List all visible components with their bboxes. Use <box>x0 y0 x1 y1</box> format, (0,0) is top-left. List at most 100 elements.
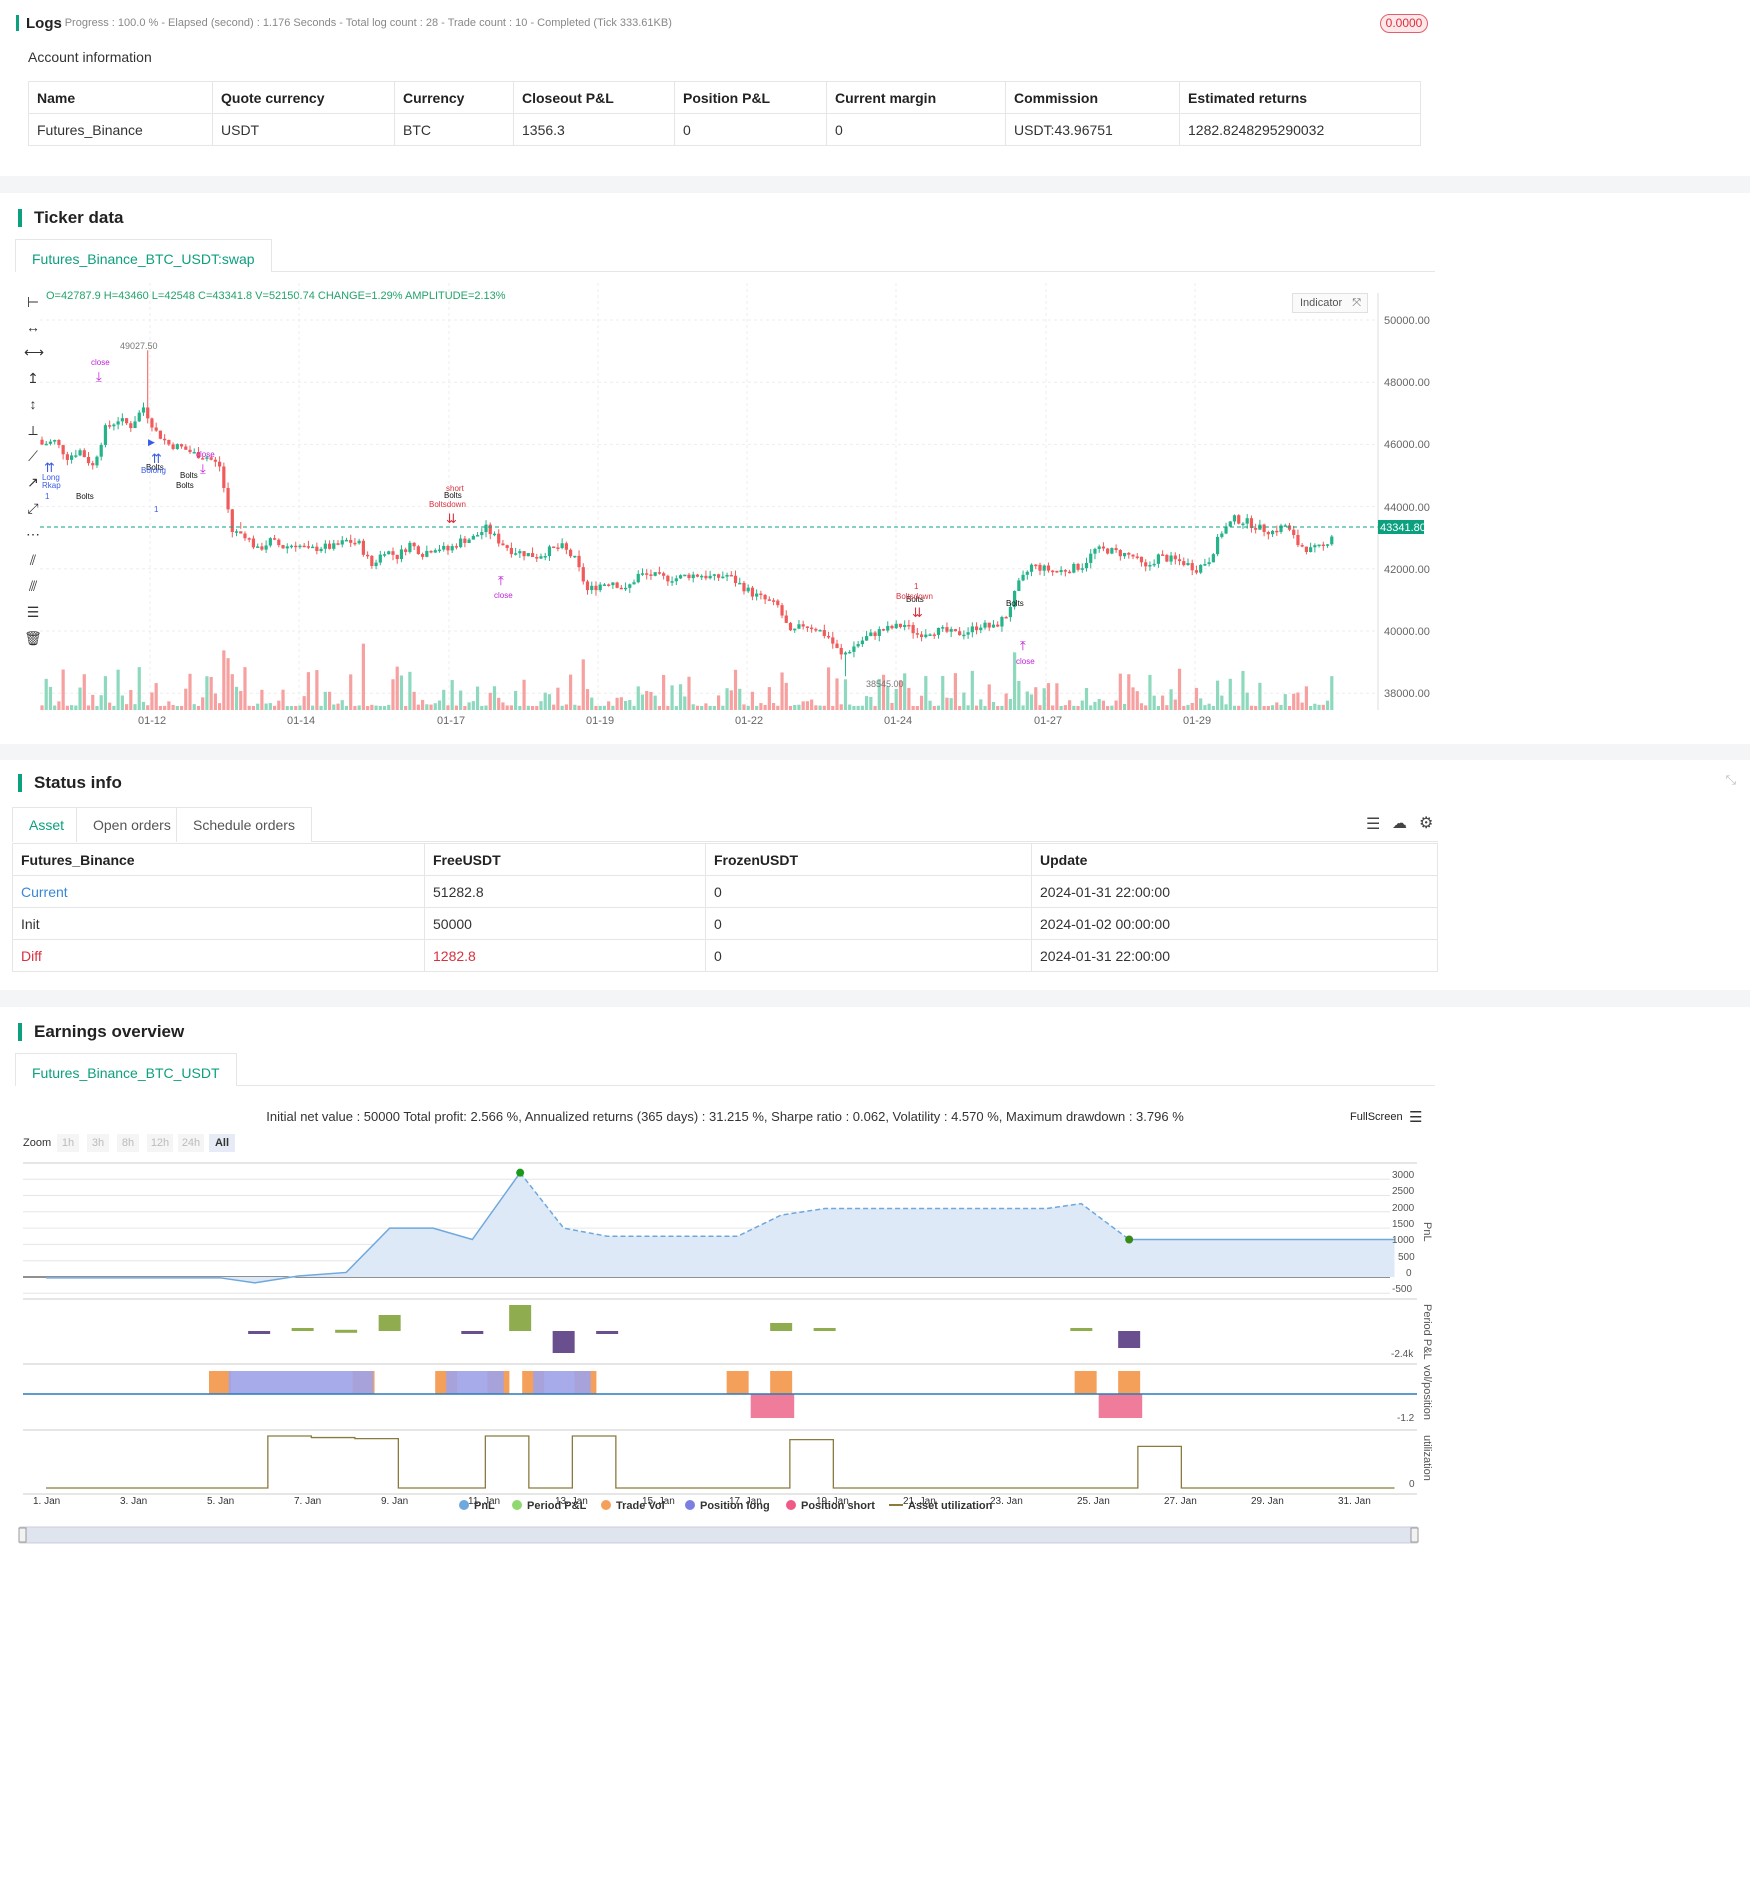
candle-body <box>1245 518 1249 524</box>
indicator-button[interactable]: Indicator ⤧ <box>1292 293 1368 313</box>
pnl-line <box>46 1172 521 1284</box>
segment-icon[interactable]: ⤢ <box>27 500 39 516</box>
candle-body <box>1317 544 1321 547</box>
price-line-icon[interactable]: ⋯ <box>26 526 40 542</box>
volume-bar <box>966 705 970 710</box>
volume-bar <box>687 676 691 710</box>
zoom-1h-button[interactable]: 1h <box>57 1134 79 1152</box>
candle-body <box>776 600 780 606</box>
volume-bar <box>416 704 420 710</box>
candle-body <box>738 582 742 585</box>
trend-line-icon[interactable]: ⟋ <box>28 448 38 464</box>
collapse-icon[interactable]: ⤡ <box>1725 772 1736 787</box>
horizontal-ray-icon[interactable]: ⊢ <box>26 294 40 310</box>
ray-line-icon[interactable]: ↗ <box>27 474 39 490</box>
candle-body <box>1089 553 1093 563</box>
tab-ticker-symbol[interactable]: Futures_Binance_BTC_USDT:swap <box>15 239 272 272</box>
candle-body <box>1097 546 1101 549</box>
arrow-up-icon: ⤒ <box>498 573 504 588</box>
chart-grid <box>23 1162 1417 1495</box>
legend-item[interactable]: Trade Vol <box>616 1500 665 1512</box>
volume-bar <box>285 705 289 710</box>
col-header: FrozenUSDT <box>705 843 1032 876</box>
candle-body <box>1262 524 1266 532</box>
volume-bar <box>535 705 539 710</box>
pnl-badge: 0.0000 <box>1380 14 1428 33</box>
volume-bar <box>218 703 222 710</box>
candle-body <box>881 629 886 631</box>
vertical-segment-icon[interactable]: ↕ <box>29 396 37 412</box>
navigator-handle-right[interactable] <box>1410 1527 1419 1543</box>
volume-bar <box>1000 705 1004 710</box>
list-icon[interactable]: ☰ <box>1366 816 1381 833</box>
candle-body <box>137 412 141 422</box>
volume-bar <box>70 705 74 710</box>
candle-body <box>1321 544 1325 547</box>
candle-body <box>404 549 408 552</box>
arrow-down-icon: ⤓ <box>200 461 206 476</box>
legend-item[interactable]: Period P&L <box>527 1500 587 1512</box>
candle-body <box>1283 525 1287 527</box>
cell: 0 <box>826 113 1006 146</box>
candle-body <box>201 458 205 460</box>
col-header: Position P&L <box>674 81 827 114</box>
candle-body <box>1101 546 1106 549</box>
candle-body <box>150 418 154 428</box>
volume-bar <box>150 692 154 710</box>
legend-item[interactable]: PnL <box>474 1500 495 1512</box>
fullscreen-button[interactable]: FullScreen <box>1350 1111 1403 1123</box>
legend-item[interactable]: Position short <box>801 1500 875 1512</box>
volume-bar <box>264 703 268 710</box>
navigator-handle-left[interactable] <box>18 1527 27 1543</box>
period-pnl-bar <box>461 1331 484 1334</box>
period-pnl-bar <box>378 1315 401 1331</box>
parallel-channel-icon[interactable]: ⫽ <box>29 552 37 568</box>
gear-icon[interactable]: ⚙ <box>1419 815 1434 832</box>
y-tick: -500 <box>1392 1284 1412 1295</box>
candle-body <box>1254 528 1258 530</box>
zoom-all-button[interactable]: All <box>209 1134 235 1152</box>
cloud-download-icon[interactable]: ☁ <box>1392 815 1407 832</box>
candle-body <box>298 545 302 548</box>
candle-body <box>264 545 268 550</box>
candle-body <box>302 545 306 548</box>
volume-bar <box>996 705 1000 710</box>
legend-item[interactable]: Asset utilization <box>908 1500 993 1512</box>
candle-body <box>607 584 611 586</box>
vertical-line-icon[interactable]: ⟂ <box>28 422 38 438</box>
volume-bar <box>636 686 640 710</box>
candle-body <box>890 625 894 629</box>
horizontal-segment-icon[interactable]: ⟷ <box>24 344 45 360</box>
menu-icon[interactable]: ☰ <box>1409 1109 1423 1126</box>
y-title: PnL <box>1421 1222 1433 1242</box>
legend-marker <box>601 1500 611 1510</box>
candle-body <box>382 554 387 556</box>
legend-item[interactable]: Position long <box>700 1500 770 1512</box>
tab-asset[interactable]: Asset <box>12 807 82 842</box>
vertical-ray-icon[interactable]: ↥ <box>27 370 39 386</box>
candle-body <box>1051 570 1055 573</box>
zoom-12h-button[interactable]: 12h <box>147 1134 173 1152</box>
period-pnl-bar <box>770 1323 793 1331</box>
tab-open-orders[interactable]: Open orders <box>76 807 188 842</box>
horizontal-levels-icon[interactable]: ☰ <box>26 604 40 620</box>
volume-bar <box>721 705 725 710</box>
volume-bar <box>82 674 86 710</box>
zoom-8h-button[interactable]: 8h <box>117 1134 139 1152</box>
navigator[interactable] <box>19 1526 1418 1544</box>
volume-bar <box>260 689 264 710</box>
volume-bar <box>835 678 839 710</box>
candle-body <box>475 535 480 537</box>
zoom-3h-button[interactable]: 3h <box>87 1134 109 1152</box>
fib-lines-icon[interactable]: ⫻ <box>28 578 38 594</box>
candle-body <box>645 573 649 575</box>
horizontal-line-icon[interactable]: ↔ <box>26 319 40 335</box>
candle-body <box>99 444 103 457</box>
volume-bar <box>1072 705 1076 710</box>
volume-bar <box>674 705 678 710</box>
tab-earnings-symbol[interactable]: Futures_Binance_BTC_USDT <box>15 1053 237 1086</box>
trash-icon[interactable]: 🗑 <box>24 630 42 646</box>
zoom-24h-button[interactable]: 24h <box>178 1134 204 1152</box>
period-pnl-bar <box>335 1329 358 1333</box>
tab-schedule-orders[interactable]: Schedule orders <box>176 807 312 842</box>
